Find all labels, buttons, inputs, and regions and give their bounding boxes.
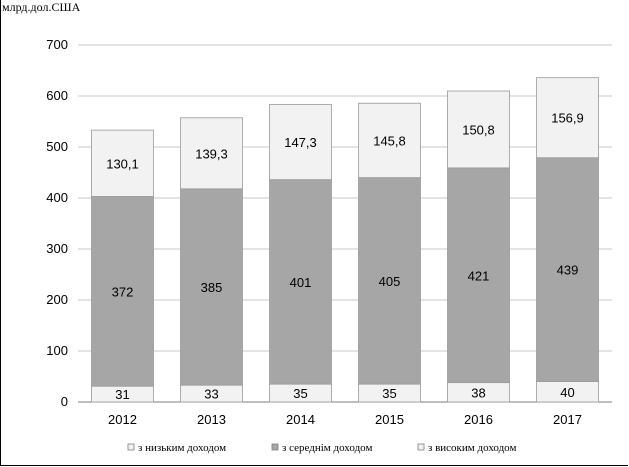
x-tick-label: 2013 <box>197 412 226 427</box>
y-tick-label: 400 <box>46 190 68 205</box>
bar-segment <box>536 77 599 159</box>
data-label: 139,3 <box>195 146 228 161</box>
data-label: 35 <box>382 386 396 401</box>
x-tick-label: 2016 <box>464 412 493 427</box>
bar-segment <box>269 104 332 181</box>
data-label: 385 <box>201 280 223 295</box>
data-label: 33 <box>204 387 218 402</box>
y-tick-label: 300 <box>46 241 68 256</box>
y-tick-label: 0 <box>61 394 68 409</box>
data-label: 130,1 <box>106 156 139 171</box>
bar-segment <box>91 129 154 197</box>
bar-segment <box>358 102 421 178</box>
data-label: 150,8 <box>462 122 495 137</box>
data-label: 439 <box>557 263 579 278</box>
data-label: 147,3 <box>284 135 317 150</box>
legend-label: з низьким доходом <box>138 442 226 454</box>
x-tick-label: 2017 <box>553 412 582 427</box>
data-label: 372 <box>112 284 134 299</box>
y-tick-label: 200 <box>46 292 68 307</box>
legend-swatch <box>271 443 279 451</box>
data-label: 156,9 <box>551 111 584 126</box>
bar-segment <box>447 90 510 169</box>
y-tick-label: 500 <box>46 139 68 154</box>
data-label: 405 <box>379 274 401 289</box>
bar-segment <box>269 179 332 385</box>
bar-segment <box>180 117 243 190</box>
bar-segment <box>91 196 154 387</box>
legend-swatch <box>127 443 135 451</box>
legend-swatch <box>417 443 425 451</box>
x-tick-label: 2012 <box>108 412 137 427</box>
data-label: 421 <box>468 268 490 283</box>
data-label: 40 <box>560 385 574 400</box>
bar-segment <box>447 167 510 384</box>
bar-segment <box>358 177 421 385</box>
y-tick-label: 600 <box>46 88 68 103</box>
data-label: 401 <box>290 275 312 290</box>
legend-label: з високим доходом <box>428 442 516 454</box>
data-label: 38 <box>471 385 485 400</box>
bar-segment <box>536 157 599 383</box>
y-axis-unit-label: млрд.дол.США <box>2 0 81 14</box>
x-tick-label: 2015 <box>375 412 404 427</box>
legend-label: з середнім доходом <box>282 442 372 454</box>
y-tick-label: 700 <box>46 37 68 52</box>
data-label: 31 <box>115 387 129 402</box>
y-tick-label: 100 <box>46 343 68 358</box>
x-tick-label: 2014 <box>286 412 315 427</box>
data-label: 35 <box>293 386 307 401</box>
data-label: 145,8 <box>373 133 406 148</box>
